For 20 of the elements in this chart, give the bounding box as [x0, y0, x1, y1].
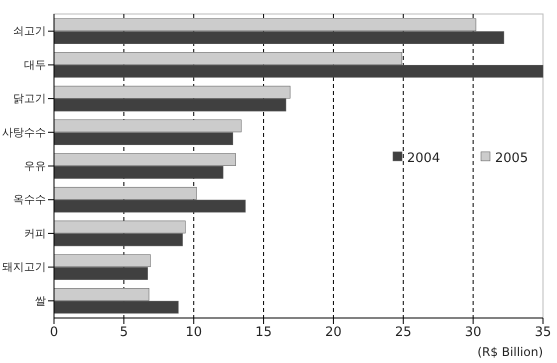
y-tick-label: 우유: [24, 160, 46, 173]
x-tick-label: 35: [534, 325, 552, 340]
x-tick-label: 20: [325, 325, 342, 340]
y-tick-label: 쇠고기: [13, 24, 46, 38]
y-tick-label: 닭고기: [13, 92, 46, 106]
y-tick-label: 쌀: [35, 294, 46, 308]
legend-label: 2005: [495, 150, 528, 166]
x-tick-label: 30: [464, 325, 482, 340]
y-tick-label: 돼지고기: [2, 260, 46, 274]
x-tick-label: 15: [255, 325, 272, 340]
x-tick-label: 25: [395, 325, 412, 340]
y-tick-label: 커피: [24, 226, 46, 240]
y-tick-label: 사탕수수: [2, 126, 46, 139]
y-tick-label: 대두: [24, 58, 46, 72]
x-tick-label: 0: [50, 325, 58, 340]
x-axis-title: (R$ Billion): [477, 345, 543, 359]
x-tick-label: 10: [185, 325, 202, 340]
legend-label: 2004: [407, 150, 440, 166]
y-tick-label: 옥수수: [13, 193, 46, 206]
x-tick-label: 5: [120, 325, 128, 340]
